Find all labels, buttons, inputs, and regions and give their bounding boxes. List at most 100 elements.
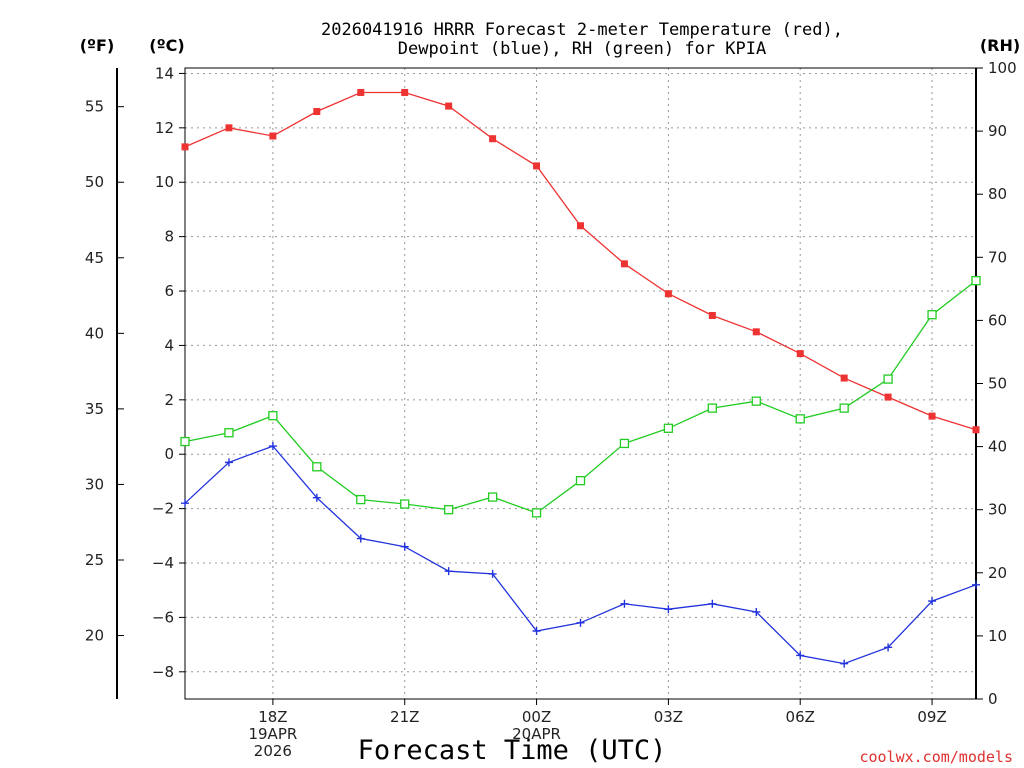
rh-point: [268, 411, 278, 421]
2-meter-temperature-point: [620, 260, 628, 268]
rh-unit-label: (RH): [980, 36, 1020, 55]
rh-tick-label: 0: [988, 690, 998, 708]
time-tick-label: 19APR: [248, 725, 297, 743]
watermark: coolwx.com/models: [859, 748, 1013, 766]
2-meter-temperature-point: [225, 124, 233, 132]
dewpoint-point: [356, 534, 365, 543]
celsius-unit-label: (ºC): [149, 36, 184, 55]
2-meter-temperature-point: [313, 108, 321, 116]
fahrenheit-tick-label: 30: [85, 475, 104, 493]
dewpoint-point: [928, 597, 937, 606]
2-meter-temperature-point: [840, 374, 848, 382]
dewpoint-point: [268, 442, 277, 451]
fahrenheit-tick-label: 55: [85, 98, 104, 116]
2-meter-temperature-point: [752, 328, 760, 336]
rh-tick-label: 10: [988, 627, 1007, 645]
rh-tick-label: 90: [988, 122, 1007, 140]
2-meter-temperature-point: [664, 290, 672, 298]
axes: [116, 67, 977, 700]
celsius-tick-label: 8: [164, 228, 174, 246]
rh-point: [927, 310, 937, 320]
rh-tick-label: 70: [988, 248, 1007, 266]
rh-point: [487, 492, 498, 502]
rh-tick-label: 100: [988, 59, 1017, 77]
time-tick-label: 20APR: [512, 725, 561, 743]
celsius-axis-ticks: 14 12 10 8 6 4 2 0 −2 −4 −6 −8: [152, 64, 185, 681]
dewpoint-point: [752, 607, 761, 616]
dewpoint-point: [444, 567, 453, 576]
rh-point: [531, 508, 542, 518]
dewpoint-point: [532, 627, 541, 636]
rh-point: [575, 476, 586, 486]
dewpoint-point: [620, 599, 629, 608]
chart-title-line-1: 2026041916 HRRR Forecast 2-meter Tempera…: [321, 20, 843, 40]
time-tick-label: 00Z: [522, 708, 551, 726]
2-meter-temperature-point: [269, 132, 277, 140]
celsius-tick-label: 0: [164, 445, 174, 463]
celsius-tick-label: −6: [152, 608, 174, 626]
dewpoint-point: [664, 605, 673, 614]
dewpoint-point: [312, 493, 321, 502]
dewpoint-point: [972, 580, 980, 589]
rh-tick-label: 80: [988, 185, 1007, 203]
2-meter-temperature-point: [357, 88, 365, 96]
rh-point: [180, 436, 190, 447]
time-tick-label: 06Z: [786, 708, 815, 726]
time-tick-label: 18Z: [258, 708, 287, 726]
2-meter-temperature-point: [533, 162, 541, 170]
2-meter-temperature-point: [489, 135, 497, 143]
celsius-tick-label: 12: [155, 119, 174, 137]
rh-point: [839, 403, 849, 413]
time-tick-label: 2026: [254, 742, 292, 760]
rh-tick-label: 20: [988, 564, 1007, 582]
rh-point: [663, 423, 674, 433]
dewpoint-point: [884, 643, 893, 652]
rh-point: [707, 403, 717, 413]
2-meter-temperature-point: [577, 222, 584, 230]
fahrenheit-tick-label: 25: [85, 551, 104, 569]
dewpoint-point: [224, 458, 233, 467]
fahrenheit-tick-label: 45: [85, 249, 104, 267]
celsius-tick-label: −2: [152, 500, 174, 518]
rh-point: [444, 505, 454, 515]
fahrenheit-tick-label: 35: [85, 400, 104, 418]
rh-point: [619, 438, 630, 449]
fahrenheit-tick-label: 40: [85, 324, 104, 342]
dewpoint-point: [400, 542, 409, 551]
celsius-tick-label: −8: [152, 663, 174, 681]
rh-tick-label: 50: [988, 375, 1007, 393]
fahrenheit-axis-ticks: 55 50 45 40 35 30 25 20: [85, 98, 124, 645]
fahrenheit-tick-label: 50: [85, 173, 104, 191]
rh-point: [224, 428, 234, 438]
rh-point: [883, 374, 893, 384]
2-meter-temperature-line: [184, 91, 977, 431]
dewpoint-point: [181, 499, 189, 508]
rh-tick-label: 60: [988, 311, 1007, 329]
rh-point: [400, 499, 410, 509]
data-series: [180, 88, 981, 668]
rh-tick-label: 30: [988, 501, 1007, 519]
x-axis-label: Forecast Time (UTC): [358, 735, 667, 766]
2-meter-temperature-point: [401, 88, 409, 96]
rh-point: [312, 462, 322, 472]
fahrenheit-unit-label: (ºF): [80, 36, 115, 55]
rh-point: [971, 275, 981, 286]
rh-tick-label: 40: [988, 438, 1007, 456]
dewpoint-point: [576, 618, 585, 627]
celsius-tick-label: 6: [164, 282, 174, 300]
2-meter-temperature-point: [181, 143, 189, 151]
celsius-tick-label: 4: [164, 336, 174, 354]
dewpoint-point: [708, 599, 717, 608]
2-meter-temperature-point: [445, 102, 453, 110]
fahrenheit-tick-label: 20: [85, 627, 104, 645]
rh-point: [795, 414, 805, 424]
celsius-tick-label: −4: [152, 554, 174, 572]
rh-point: [751, 396, 761, 406]
celsius-tick-label: 2: [164, 391, 174, 409]
2-meter-temperature-point: [796, 350, 804, 358]
time-tick-label: 03Z: [654, 708, 683, 726]
celsius-tick-label: 10: [155, 173, 174, 191]
